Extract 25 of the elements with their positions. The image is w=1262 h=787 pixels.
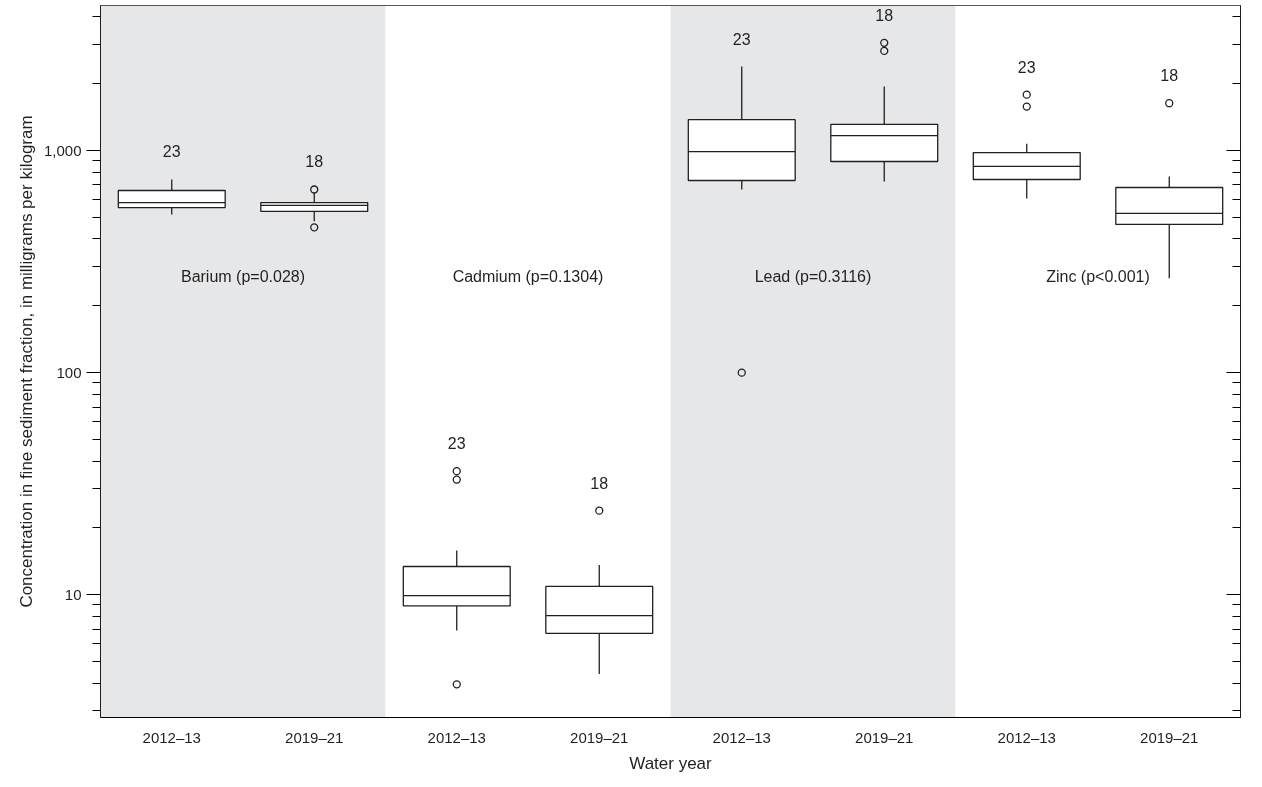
annotation: Barium (p=0.028) (180, 267, 306, 285)
y-tick-label: 100 (56, 363, 82, 381)
annotation: Zinc (p<0.001) (1046, 267, 1150, 285)
annotation: Cadmium (p=0.1304) (452, 267, 604, 285)
x-tick-label: 2012–13 (142, 728, 201, 746)
text: 23 (447, 435, 466, 453)
x-tick-label: 2019–21 (285, 728, 344, 746)
text: 18 (1160, 67, 1179, 85)
x-tick-label: 2012–13 (997, 728, 1056, 746)
y-axis-title: Concentration in fine sediment fraction, in milligrams per kilogram (16, 115, 36, 608)
x-tick-label: 2012–13 (712, 728, 771, 746)
text: 23 (1017, 58, 1036, 76)
annotation: Lead (p=0.3116) (754, 267, 872, 285)
y-tick-label: 1,000 (43, 141, 82, 159)
x-tick-label: 2019–21 (1140, 728, 1199, 746)
x-axis-title: Water year (629, 753, 713, 773)
x-tick-label: 2012–13 (427, 728, 486, 746)
text: 18 (305, 153, 324, 171)
text: 23 (732, 30, 751, 48)
text: 18 (590, 474, 609, 492)
x-tick-label: 2019–21 (570, 728, 629, 746)
text: 23 (162, 143, 181, 161)
text: 18 (875, 6, 894, 24)
y-tick-label: 10 (64, 585, 82, 603)
x-tick-label: 2019–21 (855, 728, 914, 746)
